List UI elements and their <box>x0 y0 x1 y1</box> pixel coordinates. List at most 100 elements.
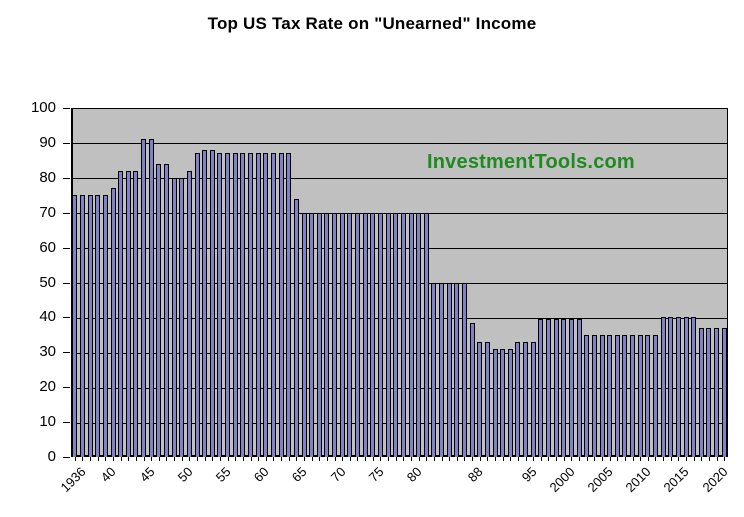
bar-2020 <box>714 327 720 457</box>
bar-2015 <box>675 317 681 457</box>
x-minor-tick <box>724 457 726 461</box>
bar-slot <box>384 108 392 457</box>
x-minor-tick <box>464 457 466 461</box>
bar-2012 <box>653 334 658 457</box>
x-axis-label-1940: 40 <box>98 464 119 485</box>
y-axis-tick <box>63 247 70 249</box>
bar-slot <box>690 108 698 457</box>
y-axis-label-10: 10 <box>39 413 56 431</box>
y-axis-label-30: 30 <box>39 343 56 361</box>
bar-slot <box>71 108 79 457</box>
x-axis-label-1955: 55 <box>212 464 234 485</box>
x-minor-tick <box>304 457 305 461</box>
y-axis-tick <box>63 108 70 109</box>
bar-slot <box>461 108 469 457</box>
bar-slot <box>659 108 667 457</box>
bar-1955 <box>217 153 223 457</box>
x-minor-tick <box>242 457 244 461</box>
bar-1977 <box>385 212 391 457</box>
y-axis-label-20: 20 <box>39 378 56 396</box>
x-minor-tick <box>357 457 359 461</box>
bar-1960 <box>255 153 261 457</box>
bar-1994 <box>515 341 521 457</box>
bar-slot <box>675 108 683 457</box>
bar-1968 <box>316 212 322 457</box>
bar-1970 <box>332 212 338 457</box>
x-minor-tick <box>181 457 183 461</box>
x-minor-tick <box>197 457 199 461</box>
x-minor-tick <box>540 457 542 461</box>
bar-slot <box>231 108 239 457</box>
y-axis-label-70: 70 <box>39 203 56 221</box>
bar-slot <box>575 108 583 457</box>
bar-1983 <box>431 282 437 457</box>
bar-1996 <box>530 341 536 457</box>
bar-slot <box>705 108 713 457</box>
bar-slot <box>491 108 499 457</box>
bar-2006 <box>607 334 613 457</box>
bar-1969 <box>324 212 330 457</box>
x-axis-label-1970: 70 <box>327 464 349 485</box>
bar-1937 <box>79 195 85 457</box>
bar-slot <box>338 108 346 457</box>
x-minor-tick <box>716 457 718 461</box>
bar-1952 <box>194 153 200 457</box>
x-axis-label-2015: 2015 <box>660 464 692 496</box>
bar-1974 <box>362 212 368 457</box>
bar-2001 <box>568 318 574 457</box>
x-minor-tick <box>82 457 84 461</box>
x-minor-tick <box>151 457 153 461</box>
bar-slot <box>636 108 644 457</box>
gridline-60 <box>73 248 727 250</box>
bar-slot <box>529 108 537 457</box>
x-minor-tick <box>655 457 657 461</box>
bar-slot <box>652 108 660 457</box>
bar-slot <box>354 108 362 457</box>
bar-slot <box>209 108 217 457</box>
bar-2021 <box>721 327 727 457</box>
x-minor-tick <box>510 457 512 461</box>
bar-slot <box>147 108 155 457</box>
bar-1978 <box>393 212 399 457</box>
x-minor-tick <box>296 457 298 461</box>
bar-slot <box>178 108 186 457</box>
bar-slot <box>109 108 117 457</box>
bar-slot <box>591 108 599 457</box>
x-minor-tick <box>174 457 176 461</box>
bar-slot <box>186 108 194 457</box>
x-minor-tick <box>479 457 481 461</box>
bar-slot <box>583 108 591 457</box>
x-minor-tick <box>433 457 435 461</box>
bar-slot <box>598 108 606 457</box>
gridline-40 <box>73 317 727 319</box>
bar-slot <box>316 108 324 457</box>
x-minor-tick <box>135 457 137 461</box>
bar-1964 <box>286 153 292 457</box>
bar-1992 <box>500 348 506 457</box>
bar-2000 <box>561 318 567 457</box>
x-minor-tick <box>609 457 611 461</box>
gridline-10 <box>73 422 727 424</box>
bar-slot <box>201 108 209 457</box>
bar-1961 <box>263 153 269 457</box>
bar-slot <box>102 108 110 457</box>
bar-1956 <box>225 153 231 457</box>
x-minor-tick <box>678 457 680 461</box>
gridline-50 <box>73 283 727 284</box>
x-minor-tick <box>235 457 237 461</box>
x-minor-tick <box>708 457 710 461</box>
bar-slot <box>400 108 408 457</box>
bar-slot <box>507 108 515 457</box>
x-minor-tick <box>624 457 626 461</box>
x-minor-tick <box>74 457 76 461</box>
y-axis-label-0: 0 <box>47 448 56 465</box>
bar-2003 <box>584 334 590 457</box>
x-minor-tick <box>334 457 336 461</box>
bar-2013 <box>660 317 666 457</box>
y-axis-label-100: 100 <box>30 99 56 116</box>
x-minor-tick <box>403 457 405 461</box>
x-minor-tick <box>594 457 596 461</box>
bar-1986 <box>454 282 460 457</box>
bar-1999 <box>553 318 559 457</box>
x-minor-tick <box>258 457 260 461</box>
